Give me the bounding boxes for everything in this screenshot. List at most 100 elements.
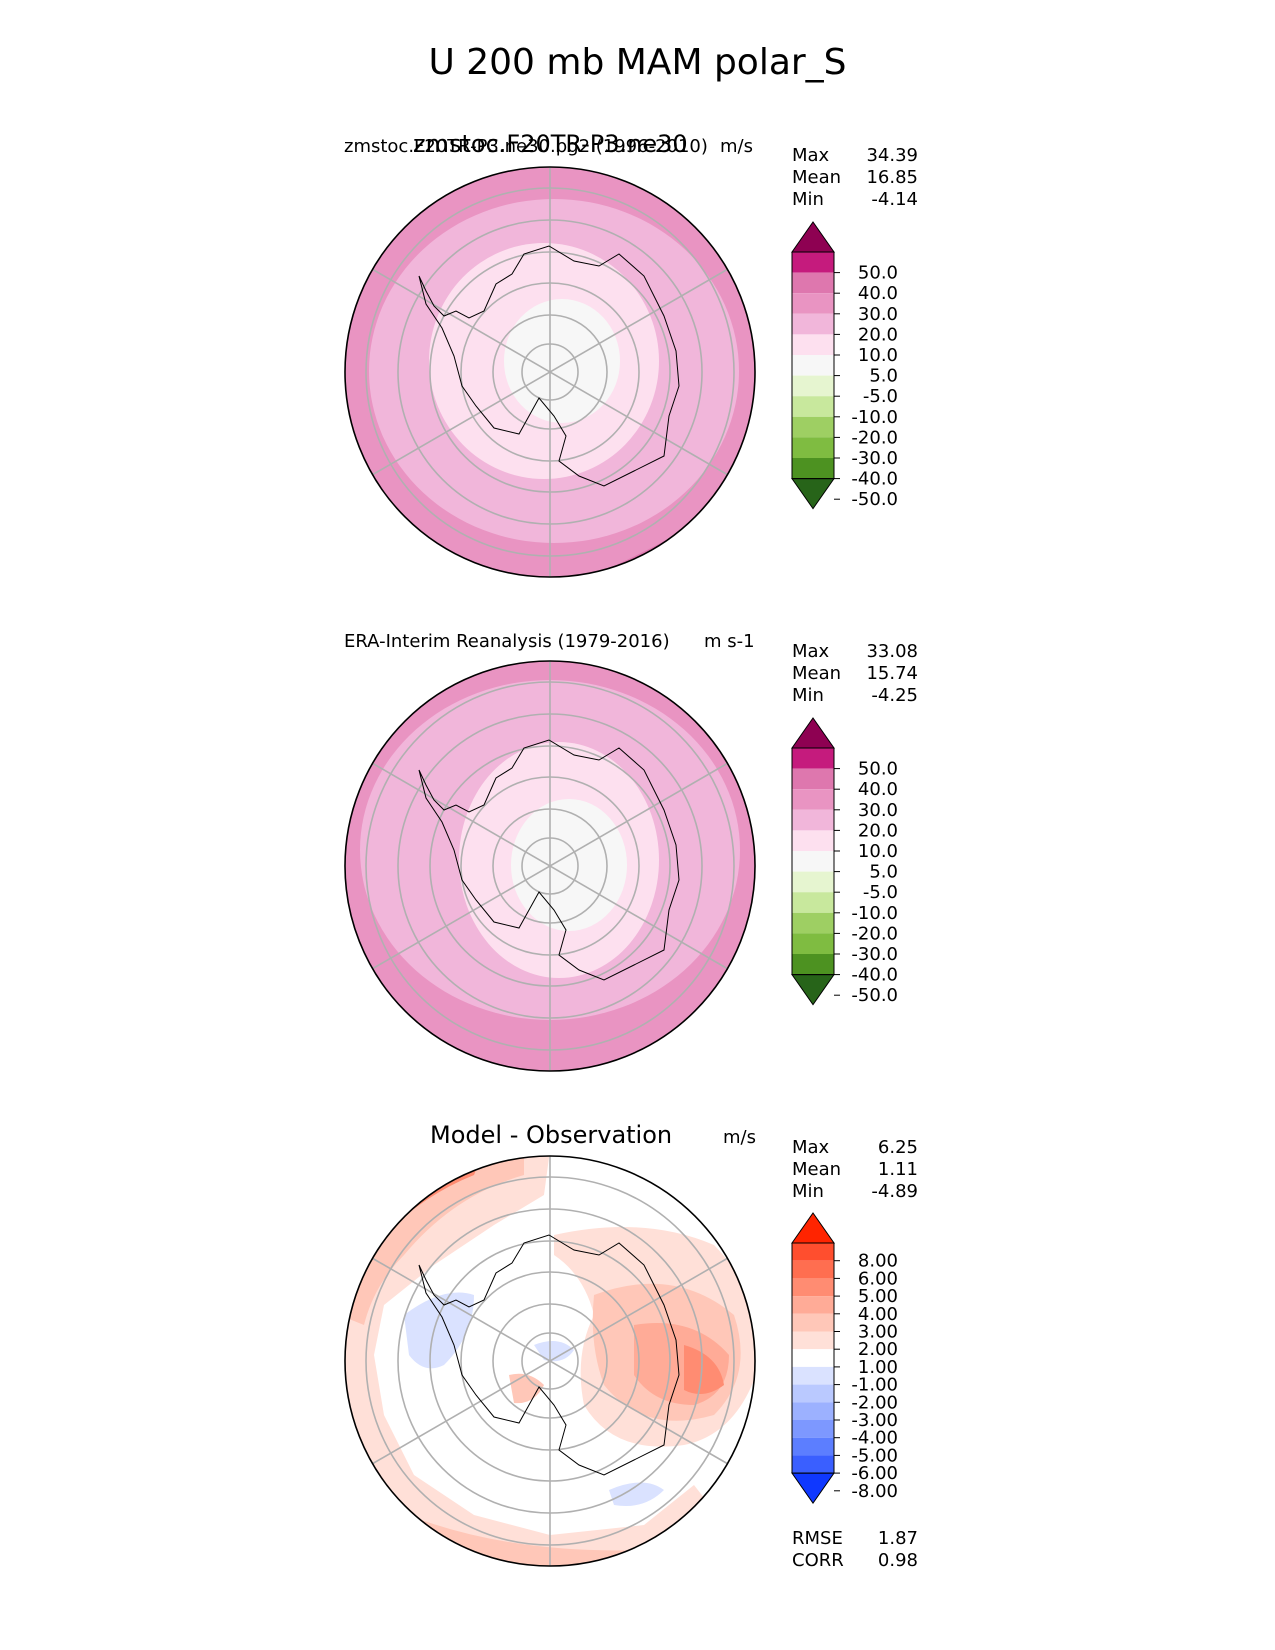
panel2-subtitle: ERA-Interim Reanalysis (1979-2016) xyxy=(344,631,670,652)
panel2-colorbar-bin xyxy=(792,830,834,851)
figure-title: U 200 mb MAM polar_S xyxy=(428,42,847,83)
panel2-colorbar-tick-label: 30.0 xyxy=(858,800,898,821)
panel3-colorbar-tick-label: 4.00 xyxy=(858,1304,898,1325)
panel1-polar-map xyxy=(344,166,756,578)
panel1-colorbar-bin xyxy=(792,272,834,294)
panel3-colorbar-bin xyxy=(792,1296,834,1314)
panel3-colorbar-bin xyxy=(792,1366,834,1385)
panel3-field-2-3-center xyxy=(509,1373,544,1404)
panel3-colorbar-bin xyxy=(792,1260,834,1279)
panel3-metric-rmse: RMSE 1.87 xyxy=(792,1528,918,1549)
panel2-colorbar-extend-min-arrow xyxy=(791,974,835,1006)
panel2-colorbar-bin xyxy=(792,912,834,934)
panel1-colorbar-tick-label: -20.0 xyxy=(851,427,898,448)
panel3-graticule xyxy=(365,1156,735,1566)
panel3-colorbar-tick-label: 1.00 xyxy=(858,1357,898,1378)
panel1-colorbar-tick-label: 10.0 xyxy=(858,345,898,366)
panel3-colorbar-tick-label: 5.00 xyxy=(858,1286,898,1307)
panel3-colorbar-tick-label: -4.00 xyxy=(851,1428,898,1449)
panel1-colorbar-extend-max-arrow xyxy=(791,221,835,253)
panel2-colorbar-bin xyxy=(792,809,834,831)
panel2-colorbar-tick-label: -20.0 xyxy=(851,923,898,944)
panel3-colorbar-tick-label: 6.00 xyxy=(858,1268,898,1289)
panel2-colorbar-tick-label: -50.0 xyxy=(851,985,898,1006)
panel1-colorbar-tick-label: 5.0 xyxy=(869,366,898,387)
panel2-graticule xyxy=(365,661,735,1071)
panel3-coastline xyxy=(418,1234,680,1476)
panel3-map-border xyxy=(344,1155,756,1567)
panel1-field-neg5-5 xyxy=(504,299,620,423)
panel3-colorbar-bin xyxy=(792,1384,834,1403)
panel2-colorbar-bin xyxy=(792,871,834,893)
panel2-colorbar-tick-label: -5.0 xyxy=(863,882,898,903)
panel2-polar-map xyxy=(344,660,756,1072)
panel3-colorbar-tick-label: 2.00 xyxy=(858,1339,898,1360)
panel3-colorbar-bin xyxy=(792,1349,834,1367)
panel2-coastline xyxy=(418,739,680,981)
panel3-units: m/s xyxy=(723,1127,756,1148)
panel3-stat-max: Max 6.25 xyxy=(792,1137,918,1158)
panel3-field-1-2-outer xyxy=(345,1156,755,1566)
panel2-colorbar-bin xyxy=(792,933,834,954)
panel1-colorbar-tick-label: 50.0 xyxy=(858,263,898,284)
panel2-colorbar-tick-label: -10.0 xyxy=(851,903,898,924)
panel2-colorbar-tick-label: 40.0 xyxy=(858,779,898,800)
panel3-field-4-5-east xyxy=(684,1345,724,1394)
panel1-colorbar-tick-label: 40.0 xyxy=(858,283,898,304)
panel3-field-neg1-neg2-pole xyxy=(534,1341,574,1362)
panel1-colorbar-tick-label: -40.0 xyxy=(851,469,898,490)
panel1-colorbar-tick-label: -5.0 xyxy=(863,386,898,407)
panel3-colorbar-tick-label: -8.00 xyxy=(851,1481,898,1502)
panel1-graticule xyxy=(365,167,735,577)
panel1-units: m/s xyxy=(720,136,753,157)
panel1-stat-mean: Mean 16.85 xyxy=(792,167,918,188)
panel3-colorbar-bin xyxy=(792,1331,834,1350)
panel3-colorbar-bin xyxy=(792,1278,834,1297)
panel3-colorbar-extend-min-arrow xyxy=(791,1472,835,1504)
panel1-title: zmstoc.F20TR-P3.ne30 xyxy=(413,130,688,158)
panel1-colorbar-tick-label: -30.0 xyxy=(851,448,898,469)
panel1-colorbar-bin xyxy=(792,313,834,335)
panel2-colorbar-bin xyxy=(792,789,834,810)
panel2-colorbar-bin xyxy=(792,954,834,975)
panel2-colorbar-tick-label: 5.0 xyxy=(869,862,898,883)
panel3-metric-corr: CORR 0.98 xyxy=(792,1550,918,1571)
panel1-colorbar-extend-min-arrow xyxy=(791,478,835,510)
panel3-field-neg1-neg2-west xyxy=(404,1292,474,1369)
panel2-colorbar-tick-label: 50.0 xyxy=(858,759,898,780)
panel2-colorbar: 50.040.030.020.010.05.0-5.0-10.0-20.0-30… xyxy=(791,717,898,1006)
panel3-colorbar-bin xyxy=(792,1455,834,1474)
panel2-colorbar-tick-label: -40.0 xyxy=(851,965,898,986)
panel3-colorbar-tick-label: -5.00 xyxy=(851,1445,898,1466)
panel3-field-neg1-neg2-south xyxy=(609,1482,664,1506)
panel2-colorbar-tick-label: -30.0 xyxy=(851,944,898,965)
panel3-colorbar-bin xyxy=(792,1243,834,1261)
panel1-colorbar-bin xyxy=(792,437,834,458)
panel3-colorbar-tick-label: -6.00 xyxy=(851,1463,898,1484)
panel1-colorbar-bin xyxy=(792,293,834,314)
panel1-colorbar-tick-label: -10.0 xyxy=(851,407,898,428)
panel3-title: Model - Observation xyxy=(430,1121,673,1149)
panel2-colorbar-bin xyxy=(792,851,834,872)
panel2-units: m s-1 xyxy=(704,631,755,652)
panel1-colorbar: 50.040.030.020.010.05.0-5.0-10.0-20.0-30… xyxy=(791,221,898,510)
panel3-colorbar-extend-max-arrow xyxy=(791,1212,835,1244)
panel2-stat-min: Min -4.25 xyxy=(792,685,918,706)
panel3-colorbar-bin xyxy=(792,1402,834,1420)
panel3-colorbar-tick-label: -2.00 xyxy=(851,1392,898,1413)
panel3-colorbar-bin xyxy=(792,1313,834,1332)
panel3-stat-min: Min -4.89 xyxy=(792,1181,918,1202)
panel3-colorbar-tick-label: 3.00 xyxy=(858,1322,898,1343)
panel3-field-2-3-s xyxy=(364,1505,644,1566)
panel1-colorbar-tick-label: 20.0 xyxy=(858,324,898,345)
panel1-stat-min: Min -4.14 xyxy=(792,189,918,210)
panel1-colorbar-bin xyxy=(792,355,834,376)
panel1-colorbar-tick-label: 30.0 xyxy=(858,304,898,325)
panel2-colorbar-tick-label: 20.0 xyxy=(858,820,898,841)
panel1-stat-max: Max 34.39 xyxy=(792,145,918,166)
panel3-colorbar-bin xyxy=(792,1437,834,1456)
panel1-map-border xyxy=(344,166,756,578)
panel3-colorbar-bin xyxy=(792,1420,834,1438)
panel1-colorbar-bin xyxy=(792,334,834,355)
panel3-polar-map xyxy=(344,1155,756,1567)
